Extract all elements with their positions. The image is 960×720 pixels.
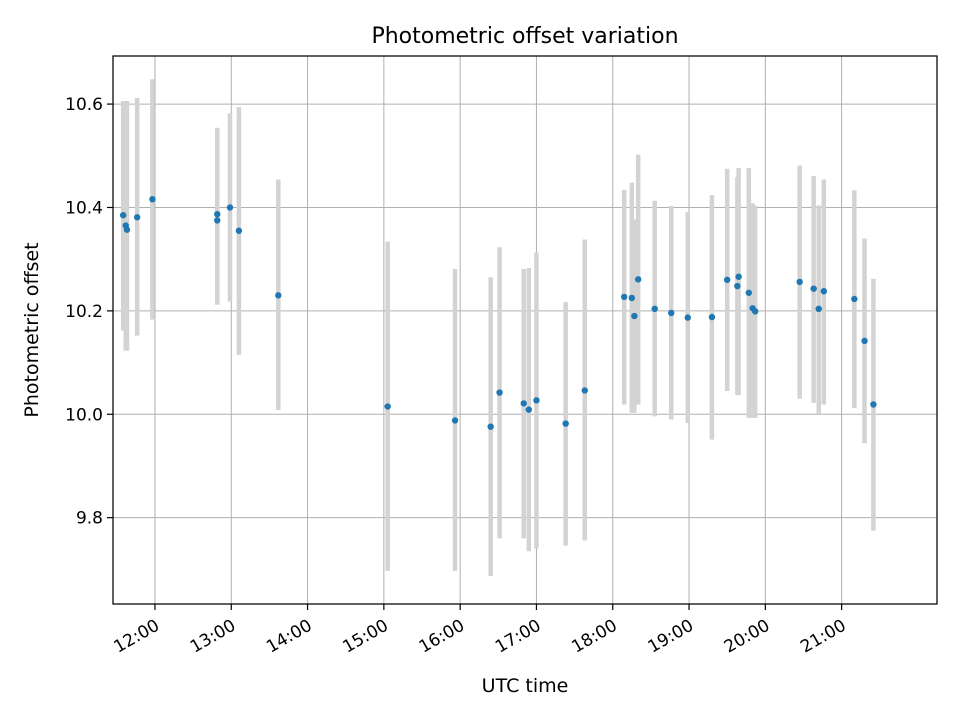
data-point — [628, 294, 636, 302]
y-axis-label: Photometric offset — [21, 242, 43, 417]
data-point — [745, 289, 753, 296]
data-point — [820, 288, 828, 295]
data-point — [384, 403, 391, 410]
data-point — [214, 210, 221, 218]
data-point — [851, 295, 858, 303]
data-point — [631, 312, 638, 320]
data-point — [734, 282, 741, 290]
y-tick-label: 9.8 — [76, 509, 103, 529]
data-point — [496, 389, 503, 396]
data-point — [123, 226, 131, 233]
data-point — [751, 308, 759, 315]
x-axis-label: UTC time — [482, 675, 569, 697]
y-axis-ticks: 9.8 10.0 10.2 10.4 10.6 — [65, 95, 113, 529]
data-point — [735, 273, 742, 280]
data-point — [119, 212, 127, 219]
data-point — [487, 423, 494, 430]
data-points — [119, 196, 877, 430]
chart-title: Photometric offset variation — [371, 24, 678, 49]
data-point — [796, 278, 803, 286]
data-point — [562, 420, 569, 427]
data-point — [870, 401, 877, 408]
data-point — [723, 276, 731, 284]
data-point — [533, 397, 540, 404]
data-point — [149, 196, 156, 203]
data-point — [275, 292, 282, 299]
data-point — [214, 217, 221, 224]
y-tick-label: 10.4 — [65, 198, 103, 218]
data-point — [226, 204, 234, 211]
plot-frame — [112, 55, 938, 605]
data-point — [525, 406, 533, 413]
data-point — [861, 337, 868, 345]
data-point — [708, 313, 716, 321]
data-point — [133, 214, 141, 221]
data-point — [451, 417, 459, 424]
data-point — [668, 309, 675, 317]
data-point — [815, 305, 822, 313]
data-point — [810, 285, 817, 292]
data-point — [634, 276, 642, 283]
data-point — [235, 227, 243, 234]
y-tick-label: 10.0 — [65, 405, 103, 425]
data-point — [620, 293, 628, 301]
y-tick-label: 10.2 — [65, 302, 103, 322]
data-point — [581, 387, 588, 394]
data-point — [651, 305, 658, 313]
data-point — [684, 314, 691, 321]
data-point — [520, 400, 527, 407]
y-tick-label: 10.6 — [65, 95, 103, 115]
